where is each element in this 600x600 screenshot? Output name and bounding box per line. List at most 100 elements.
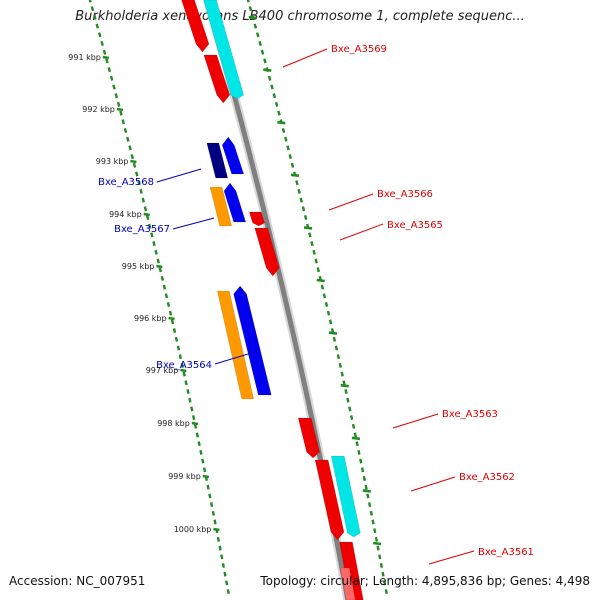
gene-label-bxe-a3563[interactable]: Bxe_A3563 xyxy=(442,409,498,420)
ruler-dot xyxy=(270,84,274,90)
ruler-dot xyxy=(342,380,346,386)
tick-label: 994 kbp xyxy=(109,210,142,219)
callout-line xyxy=(156,168,202,183)
gene-label-bxe-a3568[interactable]: Bxe_A3568 xyxy=(98,177,154,188)
ruler-dot xyxy=(88,0,92,3)
ruler-dot xyxy=(199,449,203,455)
ruler-dot xyxy=(168,310,173,316)
ruler-dot xyxy=(369,510,373,516)
gene-bxe-a3568 xyxy=(221,136,245,175)
gene-label-bxe-a3569[interactable]: Bxe_A3569 xyxy=(331,44,387,55)
accession-text: Accession: NC_007951 xyxy=(9,574,146,588)
ruler-dot xyxy=(320,284,325,290)
ruler-dot xyxy=(353,432,357,438)
ruler-major-tick xyxy=(328,331,338,335)
ruler-dot xyxy=(303,215,308,220)
gene-bxe-a3566 xyxy=(248,211,266,227)
ruler-major-tick xyxy=(180,368,187,373)
ruler-dot xyxy=(295,180,299,186)
gene-label-bxe-a3565[interactable]: Bxe_A3565 xyxy=(387,220,443,231)
ruler-dot xyxy=(90,6,95,12)
gene-label-bxe-a3564[interactable]: Bxe_A3564 xyxy=(156,360,212,371)
ruler-dot xyxy=(112,84,116,90)
callout-group: Bxe_A3569 Bxe_A3568 Bxe_A3567 Bxe_A3566 Bxe_… xyxy=(98,44,534,565)
ruler-dot xyxy=(350,415,354,421)
ruler-dot xyxy=(348,406,352,412)
ruler-dot xyxy=(263,58,267,64)
ruler-dot xyxy=(314,258,318,264)
ruler-major-tick xyxy=(168,316,175,321)
tick-label: 995 kbp xyxy=(122,262,155,271)
ruler-major-tick xyxy=(143,212,150,217)
ruler-major-tick xyxy=(303,226,313,230)
gene-label-bxe-a3566[interactable]: Bxe_A3566 xyxy=(377,189,433,200)
ruler-dot xyxy=(135,171,139,177)
ruler-dot xyxy=(148,223,152,229)
ruler-dot xyxy=(281,127,286,134)
ruler-dot xyxy=(188,397,192,403)
ruler-dot xyxy=(379,563,383,568)
gene-label-bxe-a3561[interactable]: Bxe_A3561 xyxy=(478,547,534,558)
ruler-dot xyxy=(362,476,366,481)
ruler-major-tick xyxy=(372,541,382,546)
ruler-major-tick xyxy=(351,436,361,441)
ruler-dot xyxy=(226,589,230,595)
ruler-dot xyxy=(357,449,361,455)
ruler-dot xyxy=(93,14,97,20)
ruler-dot xyxy=(178,354,182,360)
ruler-dot xyxy=(336,354,340,360)
ruler-major-tick xyxy=(116,107,124,112)
ruler-dot xyxy=(381,571,385,577)
ruler-dot xyxy=(162,284,167,290)
ruler-dot xyxy=(206,484,210,490)
ruler-dot xyxy=(277,110,281,116)
ruler-dot xyxy=(312,249,316,255)
ruler-dot xyxy=(107,67,112,73)
ruler-dot xyxy=(326,310,331,316)
tick-label-group: 991 kbp 992 kbp 993 kbp 994 kbp 995 kbp 996 k… xyxy=(68,53,220,534)
ruler-dot xyxy=(258,40,262,47)
gene-bxe-a3561-shadow xyxy=(340,567,356,600)
ruler-dot xyxy=(324,302,329,307)
callout-line xyxy=(392,413,439,429)
ruler-dot xyxy=(170,319,175,325)
ruler-dot xyxy=(366,493,370,499)
gene-bxe-a3568-dark xyxy=(206,142,229,179)
ruler-dot xyxy=(383,580,387,586)
ruler-dot xyxy=(274,101,279,107)
ruler-dot xyxy=(128,145,132,151)
ruler-dot xyxy=(260,49,265,55)
ruler-dot xyxy=(102,49,107,55)
ruler-dot xyxy=(364,484,368,490)
ruler-dot xyxy=(284,136,288,142)
ruler-dot xyxy=(373,528,377,534)
gene-label-bxe-a3562[interactable]: Bxe_A3562 xyxy=(459,472,515,483)
ruler-major-tick xyxy=(248,15,257,20)
ruler-dot xyxy=(176,345,181,351)
ruler-dot xyxy=(121,119,125,125)
ruler-dot xyxy=(297,188,301,194)
ruler-major-tick xyxy=(213,527,220,532)
ruler-dot xyxy=(210,502,214,508)
ruler-dot xyxy=(299,197,303,203)
ruler-dot xyxy=(332,336,337,342)
ruler-dot xyxy=(360,467,365,473)
ruler-dot xyxy=(132,162,137,168)
cds-bxe-a3562 xyxy=(330,455,361,538)
ruler-dot xyxy=(221,563,225,568)
ruler-dot xyxy=(150,232,154,238)
ruler-dot xyxy=(143,206,148,212)
ruler-dot xyxy=(290,162,295,168)
ruler-major-tick xyxy=(156,264,163,269)
ruler-dot xyxy=(154,249,158,255)
tick-label: 999 kbp xyxy=(168,472,201,481)
ruler-dot xyxy=(184,380,188,386)
ruler-dot xyxy=(213,519,217,525)
callout-line xyxy=(328,193,374,211)
cds-bxe-a3564 xyxy=(216,290,255,400)
gene-label-bxe-a3567[interactable]: Bxe_A3567 xyxy=(114,224,170,235)
ruler-dot xyxy=(116,101,121,107)
ruler-dot xyxy=(371,519,375,525)
ruler-dot xyxy=(97,32,102,38)
ruler-major-tick xyxy=(362,489,371,493)
